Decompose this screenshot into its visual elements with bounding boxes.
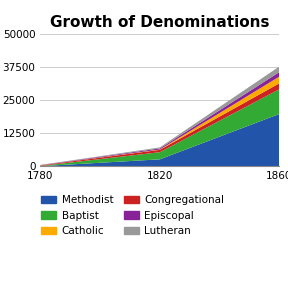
- Legend: Methodist, Baptist, Catholic, Congregational, Episcopal, Lutheran: Methodist, Baptist, Catholic, Congregati…: [41, 195, 224, 236]
- Title: Growth of Denominations: Growth of Denominations: [50, 15, 270, 30]
